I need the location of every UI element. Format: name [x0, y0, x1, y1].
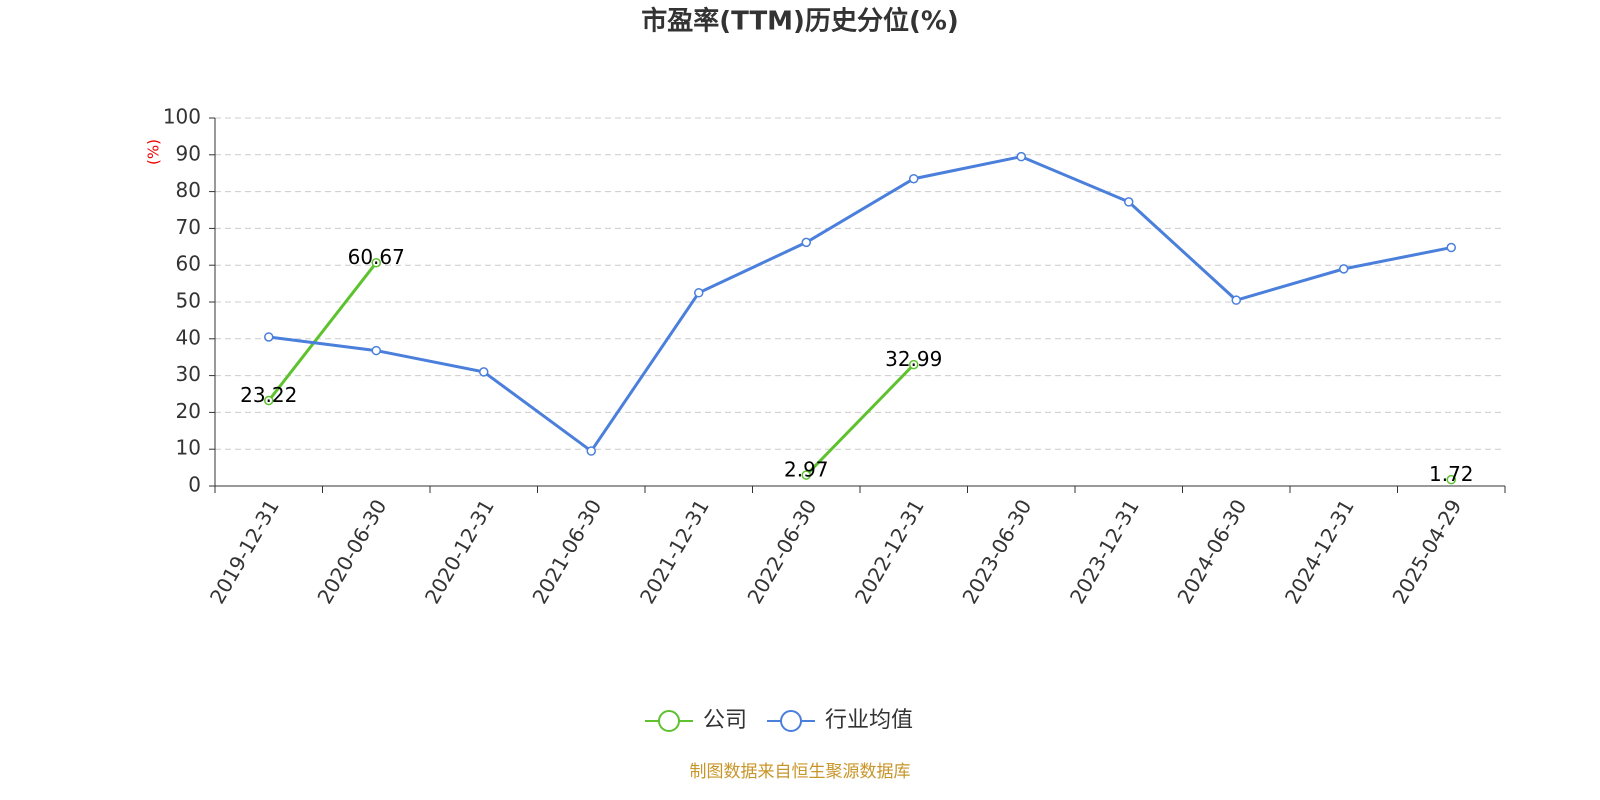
legend-marker [780, 710, 803, 732]
series-line [269, 263, 1452, 480]
data-label: 60.67 [348, 245, 405, 269]
x-tick-label: 2023-12-31 [1065, 495, 1144, 608]
x-tick-label: 2022-06-30 [742, 495, 821, 608]
data-point [371, 257, 381, 268]
data-point [264, 332, 274, 342]
legend-marker [658, 710, 680, 732]
data-point [801, 470, 811, 480]
data-label: 1.72 [1429, 462, 1474, 486]
data-point [694, 288, 704, 298]
y-tick-label: 80 [176, 178, 201, 202]
x-tick-label: 2021-12-31 [635, 495, 714, 608]
data-point [909, 173, 919, 184]
data-point [909, 359, 919, 370]
x-tick-label: 2019-12-31 [205, 495, 284, 608]
x-tick-label: 2021-06-30 [527, 495, 606, 608]
data-point [1124, 197, 1134, 207]
source-note: 制图数据来自恒生聚源数据库 [690, 762, 911, 782]
series-line [268, 155, 1452, 454]
data-point [1339, 264, 1349, 274]
y-tick-label: 30 [176, 362, 201, 386]
y-tick-label: 0 [188, 473, 201, 497]
data-label: 23.22 [240, 383, 297, 407]
data-label: 2.97 [784, 458, 829, 482]
x-tick-label: 2022-12-31 [850, 495, 929, 608]
y-tick-label: 10 [176, 436, 201, 460]
data-point [586, 446, 596, 456]
data-point [1446, 242, 1456, 253]
data-point [371, 345, 381, 356]
x-tick-label: 2024-12-31 [1280, 495, 1359, 608]
y-tick-label: 40 [176, 325, 201, 349]
data-point [801, 237, 811, 248]
legend-label: 行业均值 [825, 708, 913, 733]
y-tick-label: 100 [163, 105, 201, 129]
data-point [1231, 295, 1241, 305]
data-point [479, 367, 489, 377]
x-tick-label: 2023-06-30 [957, 495, 1036, 608]
y-tick-label: 90 [176, 141, 201, 165]
data-point [1446, 474, 1456, 485]
chart-title: 市盈率(TTM)历史分位(%) [641, 6, 959, 37]
y-tick-label: 50 [176, 289, 201, 313]
data-point [1016, 151, 1026, 162]
x-tick-label: 2024-06-30 [1172, 495, 1251, 608]
y-tick-label: 70 [176, 215, 201, 239]
data-point [264, 395, 274, 406]
data-label: 32.99 [885, 347, 942, 371]
y-tick-label: 60 [176, 252, 201, 276]
x-tick-label: 2020-06-30 [312, 495, 391, 608]
legend-label: 公司 [703, 708, 747, 733]
x-tick-label: 2025-04-29 [1387, 495, 1466, 608]
y-tick-label: 20 [176, 399, 201, 423]
x-tick-label: 2020-12-31 [420, 495, 499, 608]
y-axis-label: (%) [145, 139, 163, 165]
